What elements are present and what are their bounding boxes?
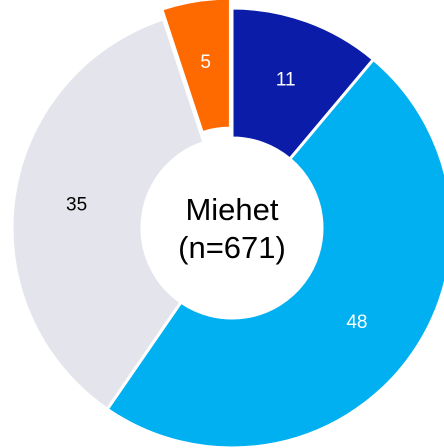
slices	[10, 0, 444, 448]
data-label: 35	[66, 195, 87, 216]
donut-slice	[10, 17, 206, 412]
center-title: Miehet	[185, 192, 278, 227]
center-subtitle: (n=671)	[178, 230, 286, 265]
donut-slice	[230, 6, 376, 162]
data-label: 11	[276, 69, 296, 90]
data-label: 5	[200, 52, 211, 73]
donut-slice	[105, 57, 444, 448]
data-label: 48	[346, 312, 367, 333]
donut-slice	[159, 0, 232, 135]
